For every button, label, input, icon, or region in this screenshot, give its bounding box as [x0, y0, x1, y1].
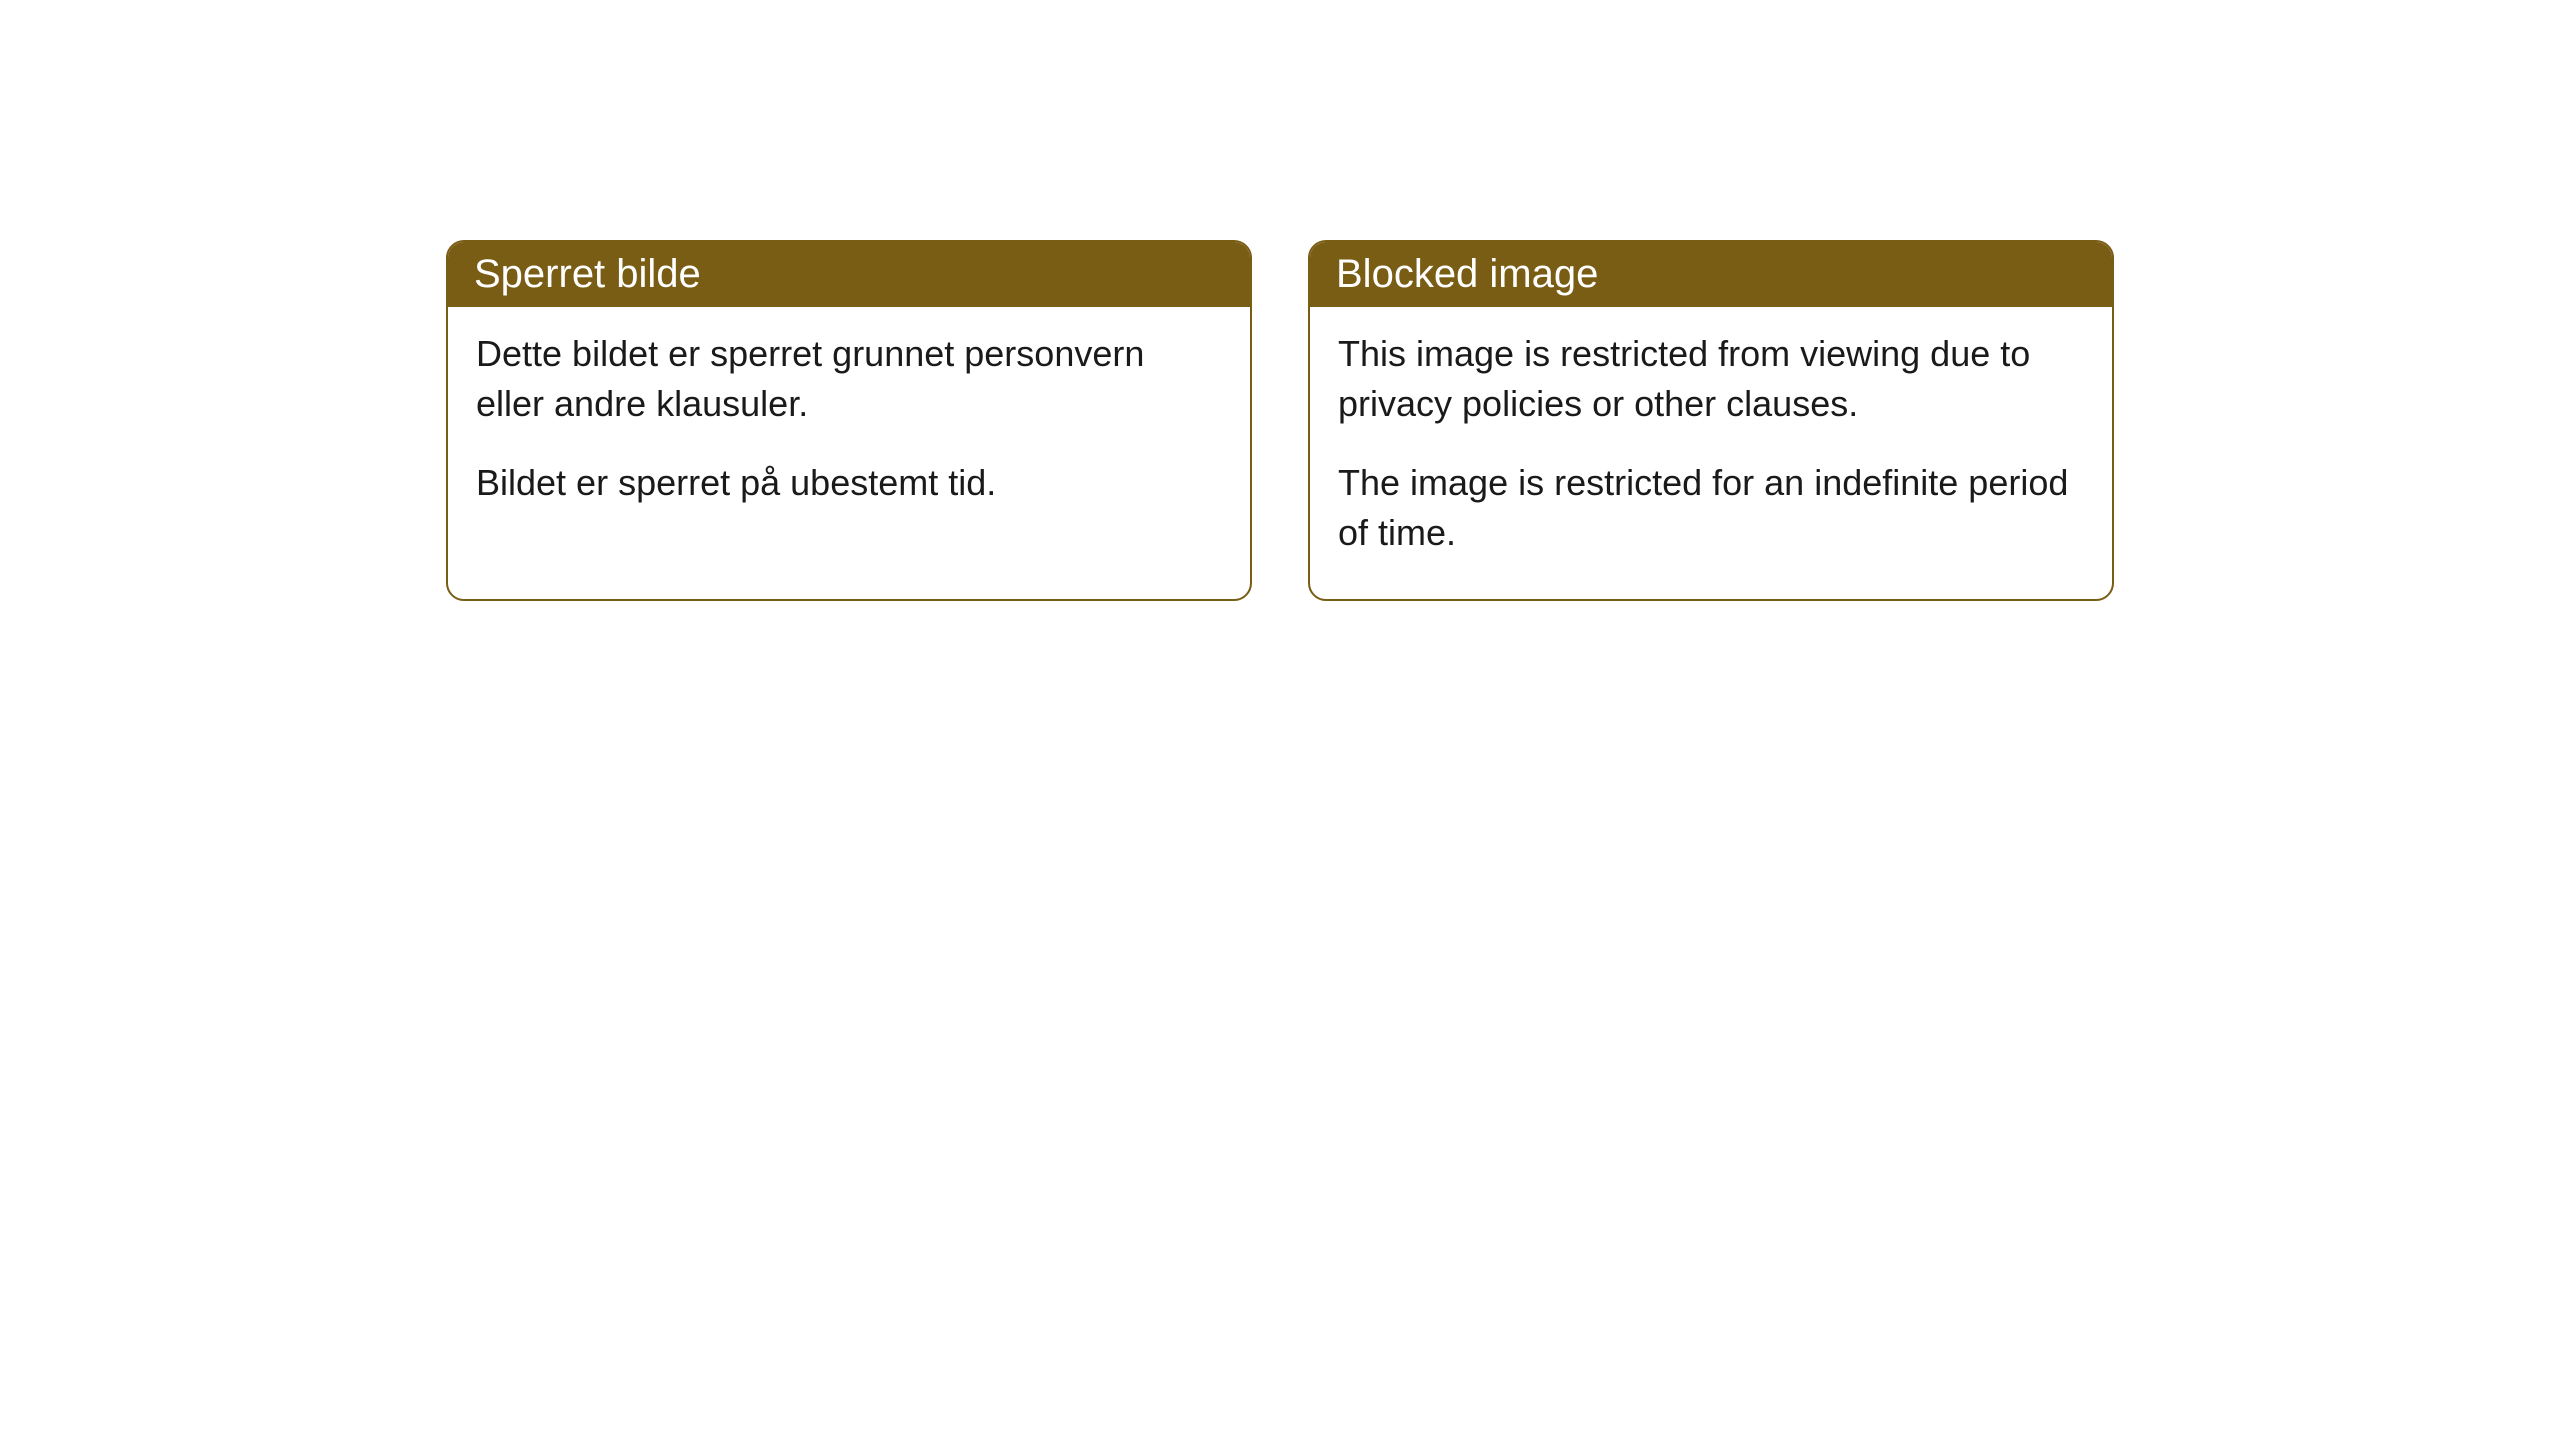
card-header-english: Blocked image	[1310, 242, 2112, 307]
card-title: Blocked image	[1336, 252, 1598, 296]
card-body-english: This image is restricted from viewing du…	[1310, 307, 2112, 599]
card-title: Sperret bilde	[474, 252, 701, 296]
notice-text-line-1: Dette bildet er sperret grunnet personve…	[476, 329, 1222, 430]
notice-text-line-2: The image is restricted for an indefinit…	[1338, 458, 2084, 559]
notice-card-english: Blocked image This image is restricted f…	[1308, 240, 2114, 601]
notice-card-norwegian: Sperret bilde Dette bildet er sperret gr…	[446, 240, 1252, 601]
notice-text-line-2: Bildet er sperret på ubestemt tid.	[476, 458, 1222, 508]
card-header-norwegian: Sperret bilde	[448, 242, 1250, 307]
card-body-norwegian: Dette bildet er sperret grunnet personve…	[448, 307, 1250, 548]
notice-text-line-1: This image is restricted from viewing du…	[1338, 329, 2084, 430]
notice-cards-container: Sperret bilde Dette bildet er sperret gr…	[0, 240, 2560, 601]
